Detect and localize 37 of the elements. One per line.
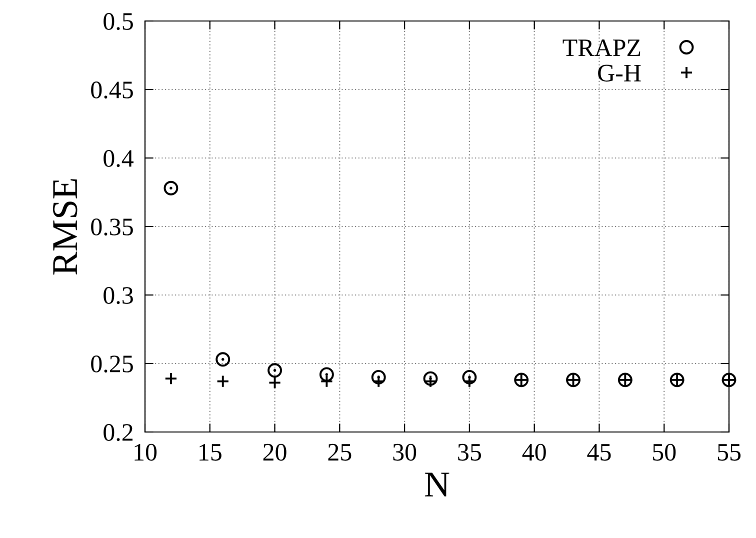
- point: [164, 372, 178, 386]
- point: [371, 370, 386, 384]
- x-tick-label: 20: [263, 444, 286, 461]
- point: [320, 374, 334, 388]
- point: [424, 374, 438, 388]
- point: [423, 371, 438, 386]
- y-tick-label: 0.35: [91, 218, 133, 236]
- x-tick-label: 10: [134, 444, 157, 461]
- x-tick-label: 40: [522, 444, 546, 461]
- x-tick-label: 35: [458, 444, 481, 461]
- x-tick-label: 50: [653, 444, 676, 461]
- x-axis-title: N: [425, 472, 450, 496]
- point: [164, 180, 178, 196]
- x-tick-label: 55: [718, 444, 741, 461]
- point: [216, 374, 230, 388]
- point: [268, 376, 282, 390]
- y-tick-label: 0.2: [104, 424, 133, 442]
- legend-label: G-H: [598, 64, 641, 82]
- legend-label: TRAPZ: [562, 39, 640, 56]
- point: [268, 363, 282, 378]
- x-tick-label: 15: [200, 444, 222, 461]
- point: [670, 372, 684, 388]
- x-tick-label: 45: [587, 444, 611, 461]
- y-tick-label: 0.4: [104, 150, 134, 168]
- point: [319, 367, 334, 382]
- y-tick-label: 0.5: [104, 13, 133, 30]
- x-tick-label: 30: [393, 444, 416, 461]
- point: [216, 352, 230, 367]
- y-tick-label: 0.45: [91, 82, 133, 99]
- point: [514, 372, 529, 388]
- x-tick-label: 25: [328, 444, 352, 461]
- point: [372, 374, 386, 388]
- y-tick-label: 0.25: [91, 356, 133, 373]
- y-axis-title: RMSE: [52, 179, 78, 275]
- point: [462, 374, 476, 388]
- y-tick-label: 0.3: [104, 287, 133, 304]
- point: [462, 370, 477, 384]
